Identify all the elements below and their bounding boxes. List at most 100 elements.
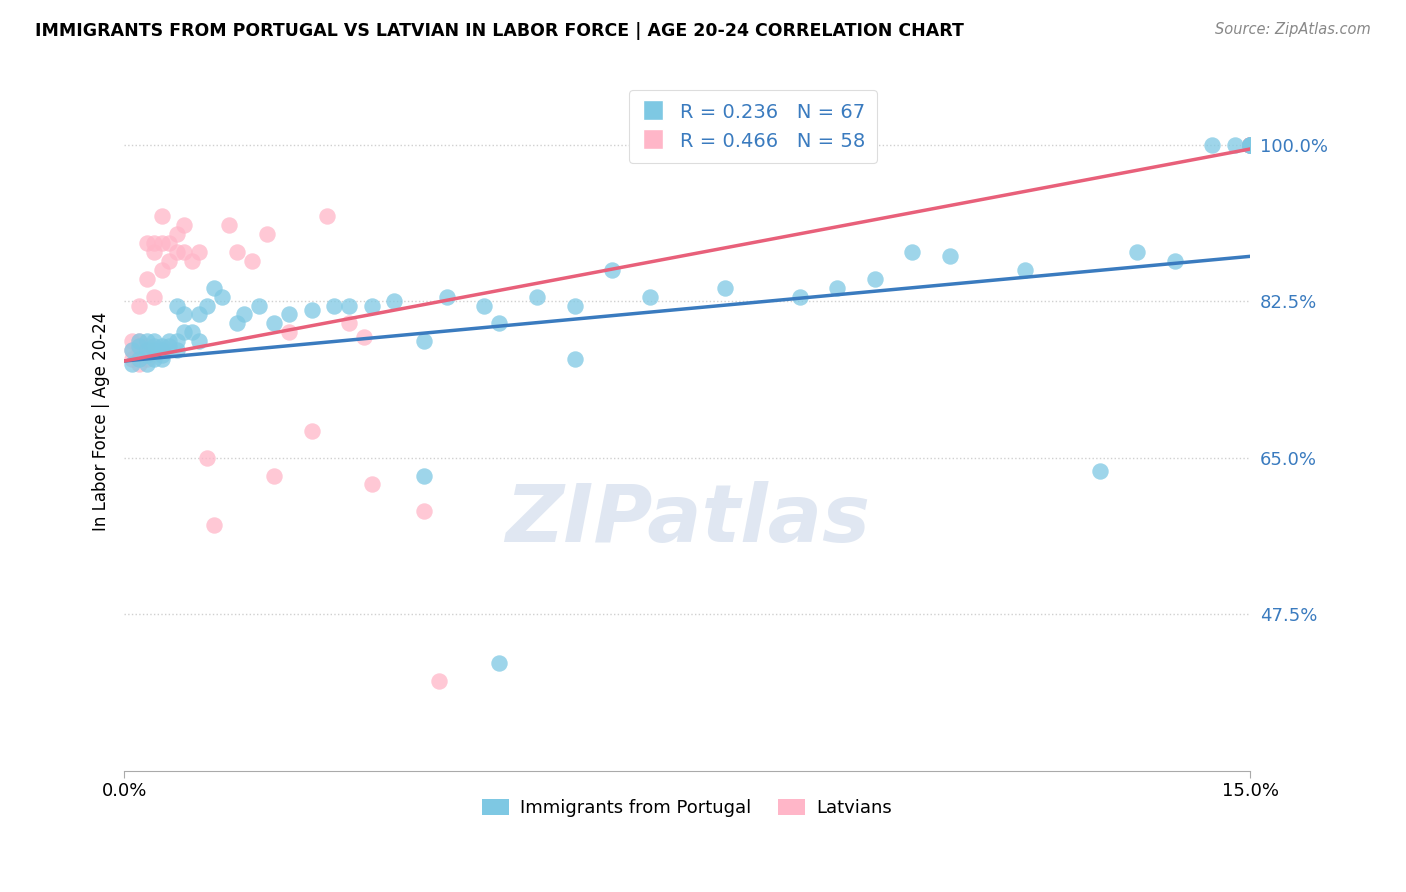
Point [353,330,375,344]
Point [166,227,188,241]
Point [600,262,623,277]
Point [121,343,143,358]
Point [173,218,195,232]
Point [263,468,285,483]
Point [180,326,202,340]
Point [135,235,157,250]
Point [413,468,436,483]
Point [526,290,548,304]
Point [256,227,278,241]
Point [240,253,263,268]
Point [225,317,247,331]
Point [202,280,225,294]
Point [713,280,735,294]
Point [150,348,173,362]
Point [361,477,384,491]
Point [128,343,150,358]
Point [638,290,661,304]
Point [157,339,180,353]
Point [233,308,256,322]
Point [135,352,157,367]
Point [143,235,166,250]
Point [180,253,202,268]
Point [564,352,586,367]
Point [1239,137,1261,152]
Point [1201,137,1223,152]
Point [128,334,150,349]
Point [384,294,406,309]
Point [1239,137,1261,152]
Point [143,290,166,304]
Point [1239,137,1261,152]
Point [1014,262,1036,277]
Point [825,280,848,294]
Point [128,339,150,353]
Point [128,357,150,371]
Point [157,334,180,349]
Point [188,334,211,349]
Point [1239,137,1261,152]
Point [474,299,496,313]
Point [564,299,586,313]
Point [1223,137,1246,152]
Point [150,343,173,358]
Point [1239,137,1261,152]
Point [361,299,384,313]
Point [1239,137,1261,152]
Point [1239,137,1261,152]
Point [1239,137,1261,152]
Point [135,339,157,353]
Point [789,290,811,304]
Point [166,334,188,349]
Point [202,517,225,532]
Point [488,317,510,331]
Point [128,299,150,313]
Point [1239,137,1261,152]
Point [1239,137,1261,152]
Point [278,326,301,340]
Point [166,299,188,313]
Point [173,308,195,322]
Point [143,339,166,353]
Point [337,317,360,331]
Point [1239,137,1261,152]
Point [143,334,166,349]
Point [195,450,218,465]
Text: Source: ZipAtlas.com: Source: ZipAtlas.com [1215,22,1371,37]
Point [188,244,211,259]
Point [143,352,166,367]
Point [429,674,451,689]
Point [436,290,458,304]
Point [301,424,323,438]
Point [157,253,180,268]
Point [1239,137,1261,152]
Point [337,299,360,313]
Point [218,218,240,232]
Point [195,299,218,313]
Point [1126,244,1149,259]
Point [166,244,188,259]
Point [863,271,886,285]
Point [901,244,924,259]
Point [315,209,337,223]
Text: ZIPatlas: ZIPatlas [505,481,870,558]
Point [1239,137,1261,152]
Point [1239,137,1261,152]
Point [135,334,157,349]
Point [939,249,962,263]
Point [278,308,301,322]
Point [1239,137,1261,152]
Point [121,334,143,349]
Point [135,271,157,285]
Point [173,244,195,259]
Point [135,357,157,371]
Point [150,209,173,223]
Point [173,326,195,340]
Legend: Immigrants from Portugal, Latvians: Immigrants from Portugal, Latvians [475,792,900,824]
Point [1239,137,1261,152]
Point [128,334,150,349]
Point [1164,253,1187,268]
Point [121,343,143,358]
Point [211,290,233,304]
Point [143,343,166,358]
